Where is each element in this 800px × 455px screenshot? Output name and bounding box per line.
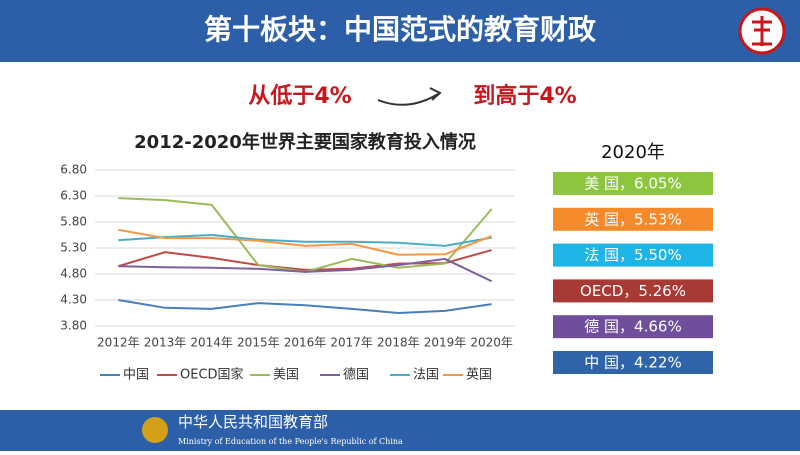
subtitle-left: 从低于4% — [248, 84, 351, 109]
panel-item: 中 国，4.22% — [584, 354, 681, 372]
legend-label: 英国 — [466, 368, 492, 383]
footer-band — [0, 410, 800, 451]
y-tick-label: 3.80 — [60, 319, 87, 333]
x-tick-label: 2020年 — [470, 336, 513, 350]
series-line — [118, 257, 493, 283]
y-tick-label: 6.30 — [60, 189, 87, 203]
y-tick-label: 4.80 — [60, 267, 87, 281]
panel-box — [553, 351, 713, 374]
x-tick-label: 2012年 — [97, 336, 140, 350]
arrow — [377, 87, 442, 106]
panel-item: 美 国，6.05% — [584, 175, 681, 193]
panel-box — [553, 279, 713, 303]
header-band — [0, 0, 800, 62]
series-line — [118, 249, 492, 271]
x-tick-label: 2017年 — [330, 336, 373, 350]
legend-label: 德国 — [343, 368, 369, 383]
footer-english: Ministry of Education of the People's Re… — [178, 437, 403, 446]
panel-box — [553, 243, 713, 267]
y-tick-label: 6.80 — [60, 163, 87, 177]
footer-name: 中华人民共和国教育部 — [178, 413, 328, 431]
panel-item: 英 国，5.53% — [584, 210, 681, 228]
x-tick-label: 2016年 — [284, 336, 327, 350]
panel-item: OECD，5.26% — [580, 282, 686, 300]
legend-label: OECD国家 — [180, 367, 244, 383]
panel-heading: 2020年 — [601, 142, 665, 163]
panel-box — [553, 315, 713, 339]
series-line — [118, 228, 493, 256]
y-tick-label: 4.30 — [60, 293, 87, 307]
series-line — [118, 233, 492, 247]
y-tick-label: 5.80 — [60, 215, 87, 229]
y-tick-label: 5.30 — [60, 241, 87, 255]
x-tick-label: 2013年 — [144, 336, 187, 350]
legend-label: 法国 — [413, 368, 439, 383]
x-tick-label: 2019年 — [424, 336, 467, 350]
panel-box — [553, 172, 713, 195]
chart-title: 2012-2020年世界主要国家教育投入情况 — [134, 131, 476, 153]
logo-mark — [752, 16, 772, 46]
subtitle-right: 到高于4% — [473, 83, 576, 109]
panel-item: 法 国，5.50% — [584, 246, 681, 264]
panel-item: 德 国，4.66% — [584, 318, 681, 336]
legend-label: 中国 — [123, 368, 149, 383]
x-tick-label: 2015年 — [237, 336, 280, 350]
panel-box — [553, 207, 713, 231]
slide-title: 第十板块：中国范式的教育财政 — [204, 13, 596, 46]
x-tick-label: 2014年 — [190, 336, 233, 350]
series-line — [118, 299, 492, 315]
emblem — [142, 417, 168, 443]
legend-label: 美国 — [273, 368, 299, 383]
x-tick-label: 2018年 — [377, 336, 420, 350]
